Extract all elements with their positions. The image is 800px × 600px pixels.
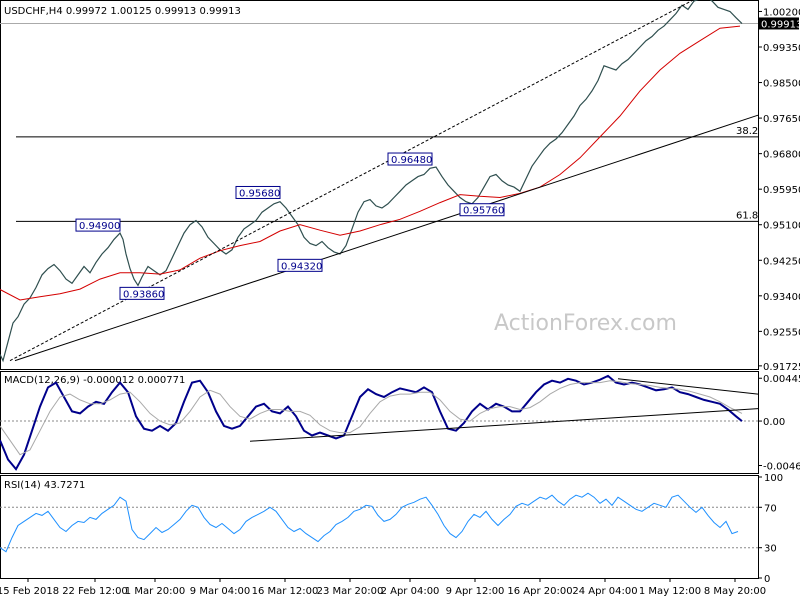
rsi-y-tick-label: 0 <box>764 574 770 585</box>
main-pane: USDCHF,H4 0.99972 1.00125 0.99913 0.9991… <box>0 0 800 373</box>
main-title: USDCHF,H4 0.99972 1.00125 0.99913 0.9991… <box>4 6 241 17</box>
main-pane-frame <box>0 0 759 370</box>
moving-average-line <box>0 25 741 301</box>
price-annotation-text: 0.94900 <box>79 221 120 232</box>
x-tick-label: 23 Mar 20:00 <box>317 586 384 597</box>
price-annotation-box <box>387 152 433 166</box>
price-line <box>0 0 743 363</box>
x-tick-label: 1 May 12:00 <box>639 586 701 597</box>
price-annotation-box <box>235 185 281 199</box>
price-annotation-text: 0.95760 <box>463 206 504 217</box>
x-tick-label: 8 May 20:00 <box>704 586 766 597</box>
x-tick-label: 22 Feb 12:00 <box>62 586 128 597</box>
y-tick-label: 0.91725 <box>763 362 800 373</box>
rsi-pane: RSI(14) 43.7271 100 70 30 0 <box>0 473 783 585</box>
price-annotation-box <box>75 218 121 232</box>
macd-trend-line <box>249 408 759 442</box>
macd-y-tick-label: 0.004454 <box>763 374 800 385</box>
rsi-y-tick-label: 30 <box>764 544 777 555</box>
x-axis: 15 Feb 2018 22 Feb 12:001 Mar 20:00 9 Mar … <box>0 578 766 597</box>
x-tick-label: 16 Apr 20:00 <box>507 586 572 597</box>
x-tick-label: 16 Mar 12:00 <box>252 586 319 597</box>
channel-dashed-line <box>9 0 695 362</box>
watermark: ActionForex.com <box>494 311 677 336</box>
fib-level-label: 61.8 <box>736 210 758 221</box>
rsi-line <box>0 492 739 553</box>
current-price-box <box>758 17 799 30</box>
x-tick-label: 24 Apr 04:00 <box>572 586 637 597</box>
price-annotation-text: 0.96480 <box>391 155 432 166</box>
fib-level-label: 38.2 <box>736 126 758 137</box>
macd-trend-line <box>617 378 759 395</box>
macd-signal-line <box>0 380 743 456</box>
x-tick-label: 1 Mar 20:00 <box>125 586 185 597</box>
x-tick-label: 2 Apr 04:00 <box>381 586 440 597</box>
x-tick-label: 15 Feb 2018 <box>0 586 59 597</box>
macd-pane: MACD(12,26,9) -0.000012 0.000771 0.00445… <box>0 371 800 474</box>
macd-pane-frame <box>0 371 759 474</box>
rsi-pane-frame <box>0 475 759 579</box>
trend-line <box>14 114 759 362</box>
price-annotation-box <box>277 258 323 272</box>
price-annotation-text: 0.95680 <box>239 188 280 199</box>
price-annotation-box <box>119 286 165 300</box>
x-tick-label: 9 Mar 04:00 <box>190 586 250 597</box>
macd-line <box>0 374 743 471</box>
price-annotation-box <box>459 203 505 217</box>
macd-y-tick-label: -0.004624 <box>763 462 800 473</box>
macd-label: MACD(12,26,9) -0.000012 0.000771 <box>4 375 185 386</box>
price-annotation-text: 0.93860 <box>123 289 164 300</box>
rsi-label: RSI(14) 43.7271 <box>4 480 85 491</box>
price-annotation-text: 0.94320 <box>281 261 322 272</box>
x-tick-label: 9 Apr 12:00 <box>446 586 505 597</box>
rsi-y-tick-label: 100 <box>764 473 783 484</box>
macd-y-tick-label: 0.00 <box>763 417 785 428</box>
rsi-y-tick-label: 70 <box>764 503 777 514</box>
current-price-label: 0.99913 <box>761 19 800 30</box>
